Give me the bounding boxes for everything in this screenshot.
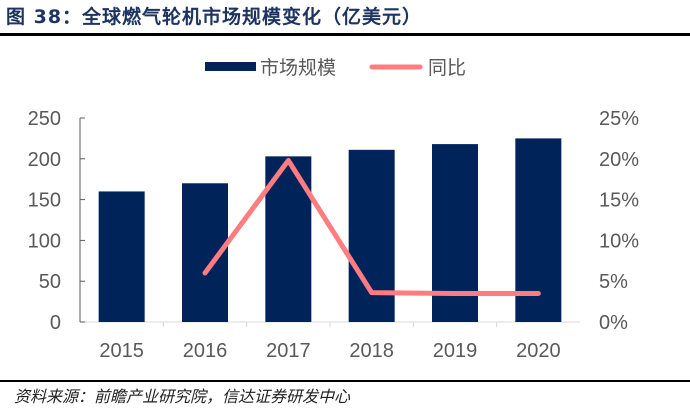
y-right-tick-label: 25% (599, 108, 639, 130)
y-left-tick-label: 100 (28, 230, 61, 252)
y-right-tick-label: 10% (599, 230, 639, 252)
x-tick-label: 2016 (183, 340, 228, 362)
x-tick-label: 2020 (516, 340, 561, 362)
y-right-tick-label: 0% (599, 312, 628, 334)
y-left-tick-label: 250 (28, 108, 61, 130)
y-right-tick-label: 20% (599, 149, 639, 171)
legend: 市场规模 同比 (205, 57, 466, 79)
source-note: 资料来源：前瞻产业研究院，信达证券研发中心 (14, 387, 351, 406)
y-right-tick-label: 5% (599, 271, 628, 293)
chart: 市场规模 同比 0 50 100 150 200 250 0% 5% 10% 15% 20% 25% 2… (28, 57, 640, 362)
y-left-tick-label: 0 (50, 312, 61, 334)
bar-2015 (98, 191, 145, 322)
legend-label-line: 同比 (428, 57, 466, 79)
figure-title: 图 38：全球燃气轮机市场规模变化（亿美元） (6, 6, 423, 28)
legend-swatch-bar (205, 62, 256, 71)
title-divider (0, 33, 690, 36)
source-divider (0, 380, 690, 382)
y-left-tick-label: 200 (28, 149, 61, 171)
x-tick-label: 2019 (433, 340, 478, 362)
legend-label-bar: 市场规模 (260, 57, 336, 79)
x-tick-label: 2017 (266, 340, 311, 362)
y-right-tick-label: 15% (599, 190, 639, 212)
y-left-tick-label: 150 (28, 190, 61, 212)
bar-2018 (348, 149, 395, 322)
x-tick-label: 2015 (99, 340, 144, 362)
y-left-tick-label: 50 (39, 271, 61, 293)
x-tick-label: 2018 (349, 340, 394, 362)
